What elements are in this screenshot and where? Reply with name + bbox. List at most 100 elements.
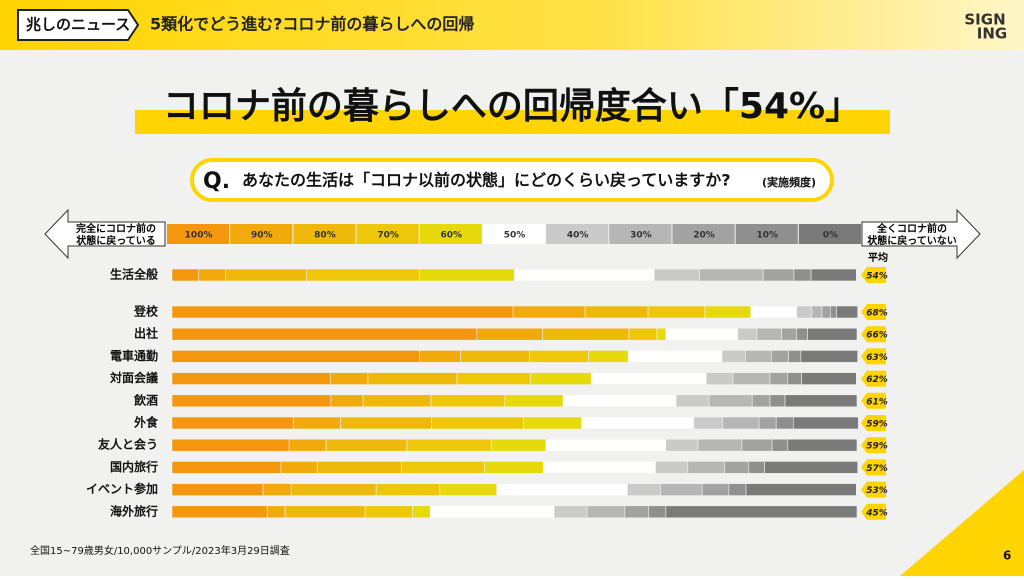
category-label: 生活全般 <box>110 267 158 282</box>
bar-segment <box>769 372 789 385</box>
bar-segment <box>762 268 795 282</box>
bar-segment <box>340 416 432 430</box>
legend-label: 20% <box>693 231 715 241</box>
right-label: 全くコロナ前の <box>876 222 947 235</box>
average-label: 59% <box>866 442 888 452</box>
bar-segment <box>581 416 695 430</box>
bar-segment <box>329 372 369 385</box>
header-band <box>0 0 1024 50</box>
bar-segment <box>553 505 588 519</box>
average-badge <box>861 481 886 498</box>
category-label: 国内旅行 <box>110 459 158 474</box>
bar-segment <box>198 268 226 282</box>
bar-segment <box>171 416 294 430</box>
bar-segment <box>504 394 564 408</box>
bar-segment <box>171 327 478 341</box>
bar-segment <box>665 327 739 341</box>
bar-segment <box>836 305 858 319</box>
category-label: 出社 <box>134 326 158 341</box>
bar-segment <box>627 350 723 363</box>
legend-swatch <box>672 224 735 244</box>
bar-segment <box>460 350 530 363</box>
legend-swatch <box>735 224 798 244</box>
bar-segment <box>627 483 661 496</box>
legend-label: 80% <box>314 231 336 241</box>
average-badge <box>861 348 886 365</box>
bar-segment <box>728 483 747 496</box>
average-title: 平均 <box>868 251 888 264</box>
average-label: 45% <box>865 508 888 518</box>
bar-segment <box>705 372 734 385</box>
bar-segment <box>412 505 431 519</box>
bar-segment <box>811 305 823 319</box>
bar-segment <box>748 461 765 474</box>
legend-swatch <box>293 224 356 244</box>
bar-segment <box>787 372 802 385</box>
bar-segment <box>675 394 710 408</box>
bar-segment <box>800 350 858 363</box>
logo: ING <box>977 25 1007 43</box>
bar-segment <box>624 505 650 519</box>
bar-segment <box>697 438 743 452</box>
bar-segment <box>330 394 364 408</box>
bar-segment <box>375 483 441 496</box>
bar-segment <box>751 394 771 408</box>
bar-segment <box>771 438 789 452</box>
bar-segment <box>693 416 724 430</box>
average-badge <box>861 370 886 387</box>
headline-highlight <box>135 110 890 134</box>
bar-segment <box>496 483 628 496</box>
bar-segment <box>810 268 857 282</box>
footnote: 全国15~79歳男女/10,000サンプル/2023年3月29日調査 <box>30 544 290 557</box>
bar-segment <box>490 438 547 452</box>
legend-swatch <box>356 224 419 244</box>
bar-segment <box>807 327 858 341</box>
average-label: 57% <box>866 464 888 474</box>
bar-segment <box>288 438 327 452</box>
bar-segment <box>821 305 831 319</box>
bar-segment <box>732 372 771 385</box>
bar-segment <box>401 461 485 474</box>
bar-segment <box>171 350 420 363</box>
bar-segment <box>787 438 858 452</box>
question-text: あなたの生活は「コロナ以前の状態」にどのくらい戻っていますか? <box>242 171 730 190</box>
category-label: 海外旅行 <box>110 503 158 518</box>
category-label: 電車通勤 <box>110 348 158 363</box>
legend-swatch <box>798 224 861 244</box>
bar-segment <box>699 268 764 282</box>
question-note: (実施頻度) <box>762 175 816 189</box>
bar-segment <box>364 505 413 519</box>
bar-segment <box>687 461 726 474</box>
legend-label: 100% <box>185 231 213 241</box>
legend-swatch <box>609 224 672 244</box>
bar-segment <box>476 327 543 341</box>
category-label: 登校 <box>133 304 159 319</box>
bar-segment <box>656 327 667 341</box>
left-label: 状態に戻っている <box>76 234 156 247</box>
bar-segment <box>660 483 703 496</box>
average-badge <box>861 437 886 454</box>
header-title: 5類化でどう進む?コロナ前の暮らしへの回帰 <box>150 15 474 34</box>
average-label: 66% <box>866 331 888 341</box>
bar-segment <box>484 461 544 474</box>
average-badge <box>861 415 886 431</box>
bar-segment <box>514 268 655 282</box>
bar-segment <box>542 461 656 474</box>
bar-segment <box>584 305 649 319</box>
headline: コロナ前の暮らしへの回帰度合い「54%」 <box>163 86 861 127</box>
bar-segment <box>316 461 402 474</box>
bar-segment <box>529 372 592 385</box>
question-mark: Q. <box>203 169 230 194</box>
right-arrow <box>861 208 981 260</box>
average-label: 59% <box>866 420 888 430</box>
legend-swatch <box>546 224 609 244</box>
bar-segment <box>586 505 626 519</box>
left-label: 完全にコロナ前の <box>76 222 156 235</box>
bar-segment <box>756 327 782 341</box>
bar-segment <box>325 438 408 452</box>
bar-segment <box>418 350 461 363</box>
bar-segment <box>701 483 730 496</box>
legend-label: 30% <box>630 231 652 241</box>
bar-segment <box>745 483 857 496</box>
